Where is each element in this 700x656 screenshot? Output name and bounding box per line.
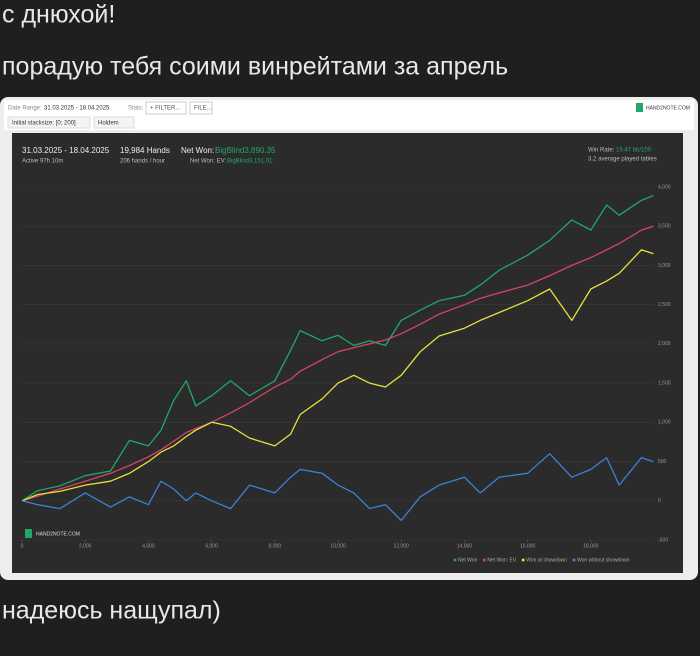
legend-label: Won at showdown bbox=[526, 557, 567, 563]
hands: 19,984 Hands bbox=[120, 146, 170, 155]
x-tick-label: 4,000 bbox=[142, 543, 155, 549]
ev-label: Net Won: EV: bbox=[190, 159, 226, 165]
label: Date Range: bbox=[8, 106, 42, 112]
legend-label: Won without showdown bbox=[577, 557, 630, 563]
message: порадую тебя соими винрейтами за апрель bbox=[2, 53, 508, 81]
label: Stats: bbox=[128, 106, 144, 112]
series-line bbox=[21, 225, 654, 502]
tab-label[interactable]: Holdem bbox=[98, 121, 119, 127]
x-tick-label: 6,000 bbox=[205, 543, 218, 549]
chart-panel bbox=[12, 133, 683, 573]
win-rate-label: Win Rate: bbox=[588, 148, 615, 154]
tables: 3.2 average played tables bbox=[588, 157, 657, 163]
y-tick-label: 500 bbox=[658, 459, 667, 465]
message: надеюсь нащупал) bbox=[2, 597, 221, 625]
file[interactable]: FILE... bbox=[194, 106, 212, 112]
y-tick-label: 0 bbox=[658, 498, 661, 504]
x-tick-label: 10,000 bbox=[330, 543, 346, 549]
logo: HAND2NOTE.COM bbox=[646, 105, 690, 111]
y-tick-label: 1,500 bbox=[658, 380, 671, 386]
ev: BigBlind3,151.01 bbox=[227, 159, 273, 165]
watermark-icon bbox=[25, 529, 32, 538]
x-tick-label: 16,000 bbox=[520, 543, 536, 549]
legend-marker bbox=[572, 558, 576, 562]
y-tick-label: -500 bbox=[658, 537, 668, 543]
file-button[interactable] bbox=[189, 101, 213, 115]
legend-marker bbox=[482, 558, 486, 562]
tab-label[interactable]: Initial stacksize: [0; 200] bbox=[12, 121, 76, 127]
net-won-label: Net Won: bbox=[181, 146, 214, 155]
filter-button[interactable] bbox=[145, 101, 187, 115]
rate: 206 hands / hour bbox=[120, 159, 165, 165]
y-tick-label: 2,000 bbox=[658, 341, 671, 347]
net-won: BigBlind3,890.35 bbox=[215, 146, 276, 155]
plot: -500 0 500 1,000 1,500 2,000 2,500 3,000 3,500 4,… bbox=[21, 184, 671, 563]
y-tick-label: 4,000 bbox=[658, 184, 671, 190]
message: с днюхой! bbox=[2, 1, 115, 29]
series-line bbox=[21, 249, 654, 502]
active: Active 97h 10m bbox=[22, 159, 63, 165]
series-line bbox=[21, 453, 654, 522]
period: 31.03.2025 - 18.04.2025 bbox=[22, 146, 110, 155]
x-tick-label: 18,000 bbox=[583, 543, 599, 549]
y-tick-label: 1,000 bbox=[658, 420, 671, 426]
y-tick-label: 2,500 bbox=[658, 302, 671, 308]
legend-label: Net Won bbox=[458, 557, 478, 563]
x-tick-label: 0 bbox=[21, 543, 24, 549]
legend-label: Net Won: EV bbox=[487, 557, 516, 563]
x-tick-label: 2,000 bbox=[79, 543, 92, 549]
date-range[interactable]: 31.03.2025 - 18.04.2025 bbox=[44, 106, 110, 112]
x-tick-label: 8,000 bbox=[269, 543, 282, 549]
y-tick-label: 3,000 bbox=[658, 263, 671, 269]
x-tick-label: 14,000 bbox=[457, 543, 473, 549]
legend-marker bbox=[453, 558, 457, 562]
tab[interactable] bbox=[93, 116, 135, 129]
legend-marker bbox=[521, 558, 525, 562]
x-tick-label: 12,000 bbox=[394, 543, 410, 549]
watermark: HAND2NOTE.COM bbox=[36, 531, 80, 537]
y-tick-label: 3,500 bbox=[658, 224, 671, 230]
win-rate: 19.47 bb/100 bbox=[616, 148, 652, 154]
logo-icon bbox=[636, 103, 643, 112]
filter[interactable]: + FILTER... bbox=[150, 106, 181, 112]
tab[interactable] bbox=[7, 116, 91, 129]
series-line bbox=[21, 194, 654, 502]
